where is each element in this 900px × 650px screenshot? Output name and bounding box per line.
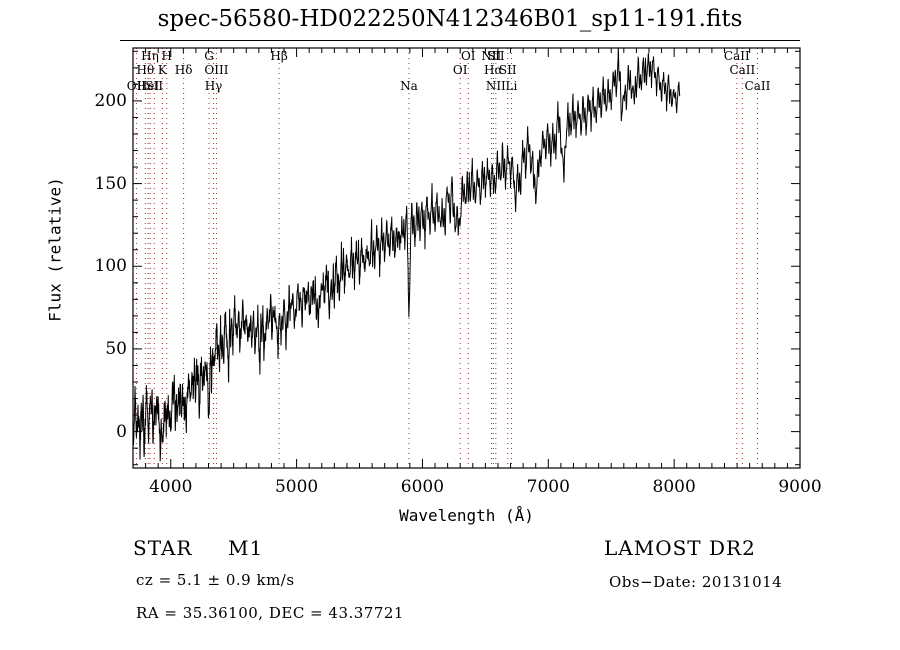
spectral-line-label: OI bbox=[460, 49, 476, 63]
spectral-line-label: Hδ bbox=[174, 63, 193, 77]
x-tick-label: 9000 bbox=[778, 477, 822, 497]
axis-frame bbox=[132, 47, 801, 469]
y-tick-label: 50 bbox=[105, 338, 127, 359]
x-tick-label: 4000 bbox=[149, 477, 193, 497]
spectral-line-label: OIII bbox=[204, 63, 229, 77]
spectrum-trace bbox=[132, 47, 681, 462]
x-axis-title: Wavelength (Å) bbox=[399, 506, 534, 525]
spectral-line-label: SII bbox=[498, 63, 517, 77]
y-tick-label: 100 bbox=[94, 256, 127, 277]
spectral-line-label: CaII bbox=[744, 79, 771, 93]
spectral-line-label: HeI bbox=[136, 79, 160, 93]
survey-label: LAMOST DR2 bbox=[604, 536, 756, 560]
spectral-class-label: M1 bbox=[228, 536, 264, 560]
spectral-line-label: OI bbox=[452, 63, 468, 77]
spectral-line-label: CaII bbox=[729, 63, 756, 77]
spectral-line-guides bbox=[135, 48, 758, 468]
object-type-label: STAR bbox=[133, 536, 193, 560]
plot-border bbox=[132, 47, 801, 469]
y-tick-label: 200 bbox=[94, 90, 127, 111]
x-tick-label: 8000 bbox=[652, 477, 696, 497]
spectral-line-label: Hθ bbox=[136, 63, 155, 77]
spectral-line-label: NII bbox=[485, 79, 506, 93]
y-tick-label: 150 bbox=[94, 173, 127, 194]
spectral-line-label: K bbox=[157, 63, 167, 77]
obs-date-label: Obs−Date: 20131014 bbox=[609, 573, 783, 591]
x-tick-label: 5000 bbox=[274, 477, 319, 497]
x-tick-label: 7000 bbox=[526, 477, 570, 497]
title-underline bbox=[120, 40, 800, 41]
spectral-line-label: G bbox=[204, 49, 214, 63]
spectral-line-label: SII bbox=[145, 79, 164, 93]
spectral-line-label: NII bbox=[481, 49, 502, 63]
spectral-line-label: Hα bbox=[484, 63, 503, 77]
spectral-line-label: CaII bbox=[723, 49, 750, 63]
y-axis-title: Flux (relative) bbox=[45, 177, 65, 322]
spectral-line-label: Hβ bbox=[270, 49, 288, 63]
spectral-line-label: H bbox=[161, 49, 172, 63]
spectral-line-label: Hγ bbox=[204, 79, 223, 93]
spectral-line-label: Li bbox=[505, 79, 518, 93]
spectral-line-label: Hη bbox=[141, 49, 159, 63]
spectral-line-label: Na bbox=[400, 79, 418, 93]
figure-title: spec-56580-HD022250N412346B01_sp11-191.f… bbox=[157, 6, 743, 32]
y-tick-label: 0 bbox=[116, 421, 127, 442]
coords-label: RA = 35.36100, DEC = 43.37721 bbox=[136, 604, 404, 622]
spectral-line-label: OII bbox=[126, 79, 147, 93]
x-tick-label: 6000 bbox=[400, 477, 445, 497]
spectral-line-label: SII bbox=[486, 49, 505, 63]
cz-label: cz = 5.1 ± 0.9 km/s bbox=[136, 571, 295, 589]
